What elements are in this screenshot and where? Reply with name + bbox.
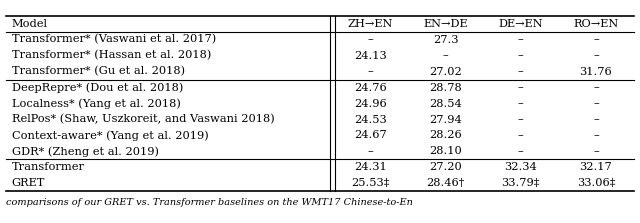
Text: Localness* (Yang et al. 2018): Localness* (Yang et al. 2018) — [12, 98, 180, 109]
Text: –: – — [593, 83, 599, 93]
Text: EN→DE: EN→DE — [423, 19, 468, 29]
Text: 32.17: 32.17 — [580, 163, 612, 172]
Text: 24.67: 24.67 — [354, 130, 387, 140]
Text: –: – — [593, 115, 599, 124]
Text: –: – — [518, 115, 524, 124]
Text: DeepRepre* (Dou et al. 2018): DeepRepre* (Dou et al. 2018) — [12, 82, 183, 93]
Text: 28.10: 28.10 — [429, 147, 462, 157]
Text: 25.53‡: 25.53‡ — [351, 178, 389, 188]
Text: DE→EN: DE→EN — [499, 19, 543, 29]
Text: 27.02: 27.02 — [429, 66, 462, 76]
Text: comparisons of our GRET vs. Transformer baselines on the WMT17 Chinese-to-En: comparisons of our GRET vs. Transformer … — [6, 198, 413, 207]
Text: Model: Model — [12, 19, 47, 29]
Text: 24.76: 24.76 — [354, 83, 387, 93]
Text: RelPos* (Shaw, Uszkoreit, and Vaswani 2018): RelPos* (Shaw, Uszkoreit, and Vaswani 20… — [12, 114, 275, 125]
Text: –: – — [367, 35, 373, 45]
Text: –: – — [593, 35, 599, 45]
Text: Context-aware* (Yang et al. 2019): Context-aware* (Yang et al. 2019) — [12, 130, 208, 141]
Text: 24.53: 24.53 — [354, 115, 387, 124]
Text: 24.31: 24.31 — [354, 163, 387, 172]
Text: 28.46†: 28.46† — [426, 178, 465, 188]
Text: 33.79‡: 33.79‡ — [502, 178, 540, 188]
Text: 27.3: 27.3 — [433, 35, 458, 45]
Text: RO→EN: RO→EN — [573, 19, 619, 29]
Text: Transformer: Transformer — [12, 163, 84, 172]
Text: 27.20: 27.20 — [429, 163, 462, 172]
Text: –: – — [518, 51, 524, 61]
Text: –: – — [518, 83, 524, 93]
Text: 27.94: 27.94 — [429, 115, 462, 124]
Text: 33.06‡: 33.06‡ — [577, 178, 615, 188]
Text: –: – — [367, 66, 373, 76]
Text: 31.76: 31.76 — [580, 66, 612, 76]
Text: 28.78: 28.78 — [429, 83, 462, 93]
Text: –: – — [443, 51, 448, 61]
Text: Transformer* (Vaswani et al. 2017): Transformer* (Vaswani et al. 2017) — [12, 34, 216, 45]
Text: –: – — [593, 147, 599, 157]
Text: –: – — [518, 147, 524, 157]
Text: –: – — [518, 99, 524, 109]
Text: –: – — [593, 99, 599, 109]
Text: –: – — [518, 66, 524, 76]
Text: 24.13: 24.13 — [354, 51, 387, 61]
Text: Transformer* (Gu et al. 2018): Transformer* (Gu et al. 2018) — [12, 66, 185, 77]
Text: GDR* (Zheng et al. 2019): GDR* (Zheng et al. 2019) — [12, 146, 159, 157]
Text: 28.26: 28.26 — [429, 130, 462, 140]
Text: 28.54: 28.54 — [429, 99, 462, 109]
Text: –: – — [518, 130, 524, 140]
Text: 32.34: 32.34 — [504, 163, 537, 172]
Text: –: – — [593, 51, 599, 61]
Text: GRET: GRET — [12, 178, 45, 188]
Text: –: – — [593, 130, 599, 140]
Text: –: – — [367, 147, 373, 157]
Text: Transformer* (Hassan et al. 2018): Transformer* (Hassan et al. 2018) — [12, 50, 211, 61]
Text: –: – — [518, 35, 524, 45]
Text: 24.96: 24.96 — [354, 99, 387, 109]
Text: ZH→EN: ZH→EN — [348, 19, 393, 29]
